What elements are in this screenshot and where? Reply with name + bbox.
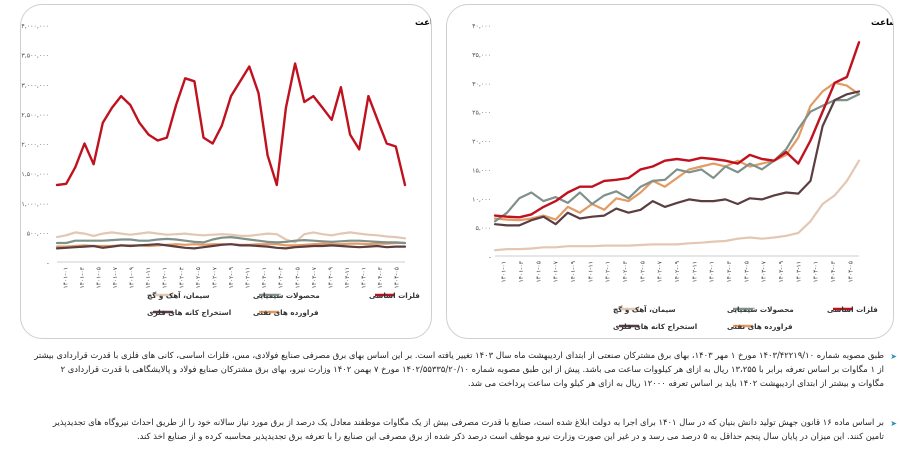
y-tick-label: ۱,۰۰۰,۰۰۰ <box>21 201 49 208</box>
x-tick-label: ۱۴۰۲-۰۹ <box>674 261 681 283</box>
x-tick-label: ۱۴۰۱-۱۱ <box>587 261 594 283</box>
x-tick-label: ۱۴۰۳-۰۹ <box>778 261 785 283</box>
x-tick-label: ۱۴۰۳-۰۳ <box>726 260 733 282</box>
y-tick-label: ۱,۵۰۰,۰۰۰ <box>21 171 49 178</box>
x-tick-label: ۱۴۰۳-۰۱ <box>709 261 716 283</box>
x-tick-label: ۱۴۰۳-۰۵ <box>294 267 301 289</box>
bullet-arrow-icon: ➤ <box>890 419 897 428</box>
x-tick-label: ۱۴۰۲-۰۱ <box>162 267 169 289</box>
series-line <box>493 81 861 222</box>
x-tick-label: ۱۴۰۱-۰۹ <box>129 267 136 289</box>
y-tick-label: ۲,۰۰۰,۰۰۰ <box>21 142 49 149</box>
legend-label: فلزات اساسی <box>369 291 420 300</box>
chart-title: روند مقداری مصرف انرژی برق در صنایع انرژ… <box>415 17 431 28</box>
y-tick-label: ۱۰,۰۰۰ <box>472 196 491 203</box>
paragraph-law: ➤ بر اساس ماده ۱۶ قانون جهش تولید دانش ب… <box>34 415 897 443</box>
y-tick-label: ۴,۰۰۰,۰۰۰ <box>21 23 49 30</box>
y-tick-label: ۲۰,۰۰۰ <box>472 139 491 146</box>
series-line <box>493 41 861 219</box>
x-tick-label: ۱۴۰۱-۰۵ <box>535 261 542 283</box>
x-tick-label: ۱۴۰۱-۰۵ <box>95 267 102 289</box>
y-tick-label: ۳,۵۰۰,۰۰۰ <box>21 53 49 60</box>
series-line <box>55 62 407 187</box>
x-tick-label: ۱۴۰۴-۰۵ <box>847 261 854 283</box>
y-tick-label: - <box>47 260 49 267</box>
x-tick-label: ۱۴۰۲-۰۹ <box>228 267 235 289</box>
y-tick-label: ۴۰,۰۰۰ <box>472 23 491 30</box>
x-tick-label: ۱۴۰۳-۰۷ <box>761 260 768 282</box>
paragraph-text: طبق مصوبه شماره ۱۴۰۳/۴۲۲۱۹/۱۰ مورخ ۱ مهر… <box>34 350 884 388</box>
y-tick-label: ۳,۰۰۰,۰۰۰ <box>21 82 49 89</box>
series-line <box>493 93 861 223</box>
x-tick-label: ۱۴۰۲-۰۷ <box>211 266 218 288</box>
legend-label: استخراج کانه های فلزی <box>613 322 697 331</box>
x-tick-label: ۱۴۰۲-۱۱ <box>691 261 698 283</box>
series-line <box>493 159 861 252</box>
price-chart-panel: روند نرخ برق در صنایع انرژی بر بازار سرم… <box>446 4 900 339</box>
x-tick-label: ۱۴۰۳-۰۹ <box>327 267 334 289</box>
x-tick-label: ۱۴۰۲-۰۳ <box>622 260 629 282</box>
x-tick-label: ۱۴۰۳-۰۱ <box>261 267 268 289</box>
y-tick-label: ۳۵,۰۰۰ <box>472 52 491 59</box>
series-line <box>55 243 407 250</box>
y-tick-label: ۲۵,۰۰۰ <box>472 110 491 117</box>
legend-label: سیمان، آهک و گچ <box>613 304 676 314</box>
y-tick-label: - <box>489 254 491 261</box>
x-tick-label: ۱۴۰۱-۰۱ <box>501 261 508 283</box>
x-tick-label: ۱۴۰۴-۰۵ <box>394 267 401 289</box>
chart-title: روند نرخ برق در صنایع انرژی بر بازار سرم… <box>871 17 893 28</box>
x-tick-label: ۱۴۰۳-۱۱ <box>795 261 802 283</box>
x-tick-label: ۱۴۰۲-۰۵ <box>639 261 646 283</box>
y-tick-label: ۱۵,۰۰۰ <box>472 167 491 174</box>
legend-label: فلزات اساسی <box>827 305 878 314</box>
consumption-line-chart: روند مقداری مصرف انرژی برق در صنایع انرژ… <box>21 17 751 317</box>
legend-label: محصولات شیمیایی <box>253 291 320 300</box>
x-tick-label: ۱۴۰۲-۱۱ <box>245 267 252 289</box>
x-tick-label: ۱۴۰۳-۰۵ <box>743 261 750 283</box>
x-tick-label: ۱۴۰۴-۰۱ <box>361 267 368 289</box>
x-tick-label: ۱۴۰۱-۰۳ <box>518 260 525 282</box>
x-tick-label: ۱۴۰۱-۰۱ <box>62 267 69 289</box>
y-tick-label: ۳۰,۰۰۰ <box>472 81 491 88</box>
series-line <box>55 231 407 244</box>
x-tick-label: ۱۴۰۲-۰۱ <box>605 261 612 283</box>
x-tick-label: ۱۴۰۳-۰۷ <box>311 266 318 288</box>
legend-label: سیمان، آهک و گچ <box>147 290 210 300</box>
legend-label: فراورده های نفتی <box>253 308 319 317</box>
y-tick-label: ۲,۵۰۰,۰۰۰ <box>21 112 49 119</box>
legend-label: استخراج کانه های فلزی <box>147 308 231 317</box>
x-tick-label: ۱۴۰۱-۱۱ <box>145 267 152 289</box>
y-tick-label: ۵,۰۰۰ <box>475 225 491 232</box>
x-tick-label: ۱۴۰۱-۰۳ <box>79 266 86 288</box>
x-tick-label: ۱۴۰۴-۰۱ <box>813 261 820 283</box>
x-tick-label: ۱۴۰۲-۰۵ <box>195 267 202 289</box>
x-tick-label: ۱۴۰۲-۰۳ <box>178 266 185 288</box>
bullet-arrow-icon: ➤ <box>890 352 897 361</box>
paragraph-text: بر اساس ماده ۱۶ قانون جهش تولید دانش بنی… <box>52 417 884 441</box>
x-tick-label: ۱۴۰۱-۰۷ <box>553 260 560 282</box>
legend-label: محصولات شیمیایی <box>727 305 794 314</box>
x-tick-label: ۱۴۰۱-۰۷ <box>112 266 119 288</box>
legend-label: فراورده های نفتی <box>727 322 793 331</box>
x-tick-label: ۱۴۰۴-۰۳ <box>830 260 837 282</box>
x-tick-label: ۱۴۰۱-۰۹ <box>570 261 577 283</box>
paragraph-tariff: ➤ طبق مصوبه شماره ۱۴۰۳/۴۲۲۱۹/۱۰ مورخ ۱ م… <box>34 348 897 390</box>
x-tick-label: ۱۴۰۲-۰۷ <box>657 260 664 282</box>
price-line-chart: روند نرخ برق در صنایع انرژی بر بازار سرم… <box>472 17 900 331</box>
series-line <box>55 236 407 245</box>
x-tick-label: ۱۴۰۳-۰۳ <box>278 266 285 288</box>
consumption-chart-panel: روند مقداری مصرف انرژی برق در صنایع انرژ… <box>20 4 752 339</box>
y-tick-label: ۵۰۰,۰۰۰ <box>27 230 49 237</box>
series-line <box>493 90 861 227</box>
x-tick-label: ۱۴۰۳-۱۱ <box>344 267 351 289</box>
x-tick-label: ۱۴۰۴-۰۳ <box>377 266 384 288</box>
